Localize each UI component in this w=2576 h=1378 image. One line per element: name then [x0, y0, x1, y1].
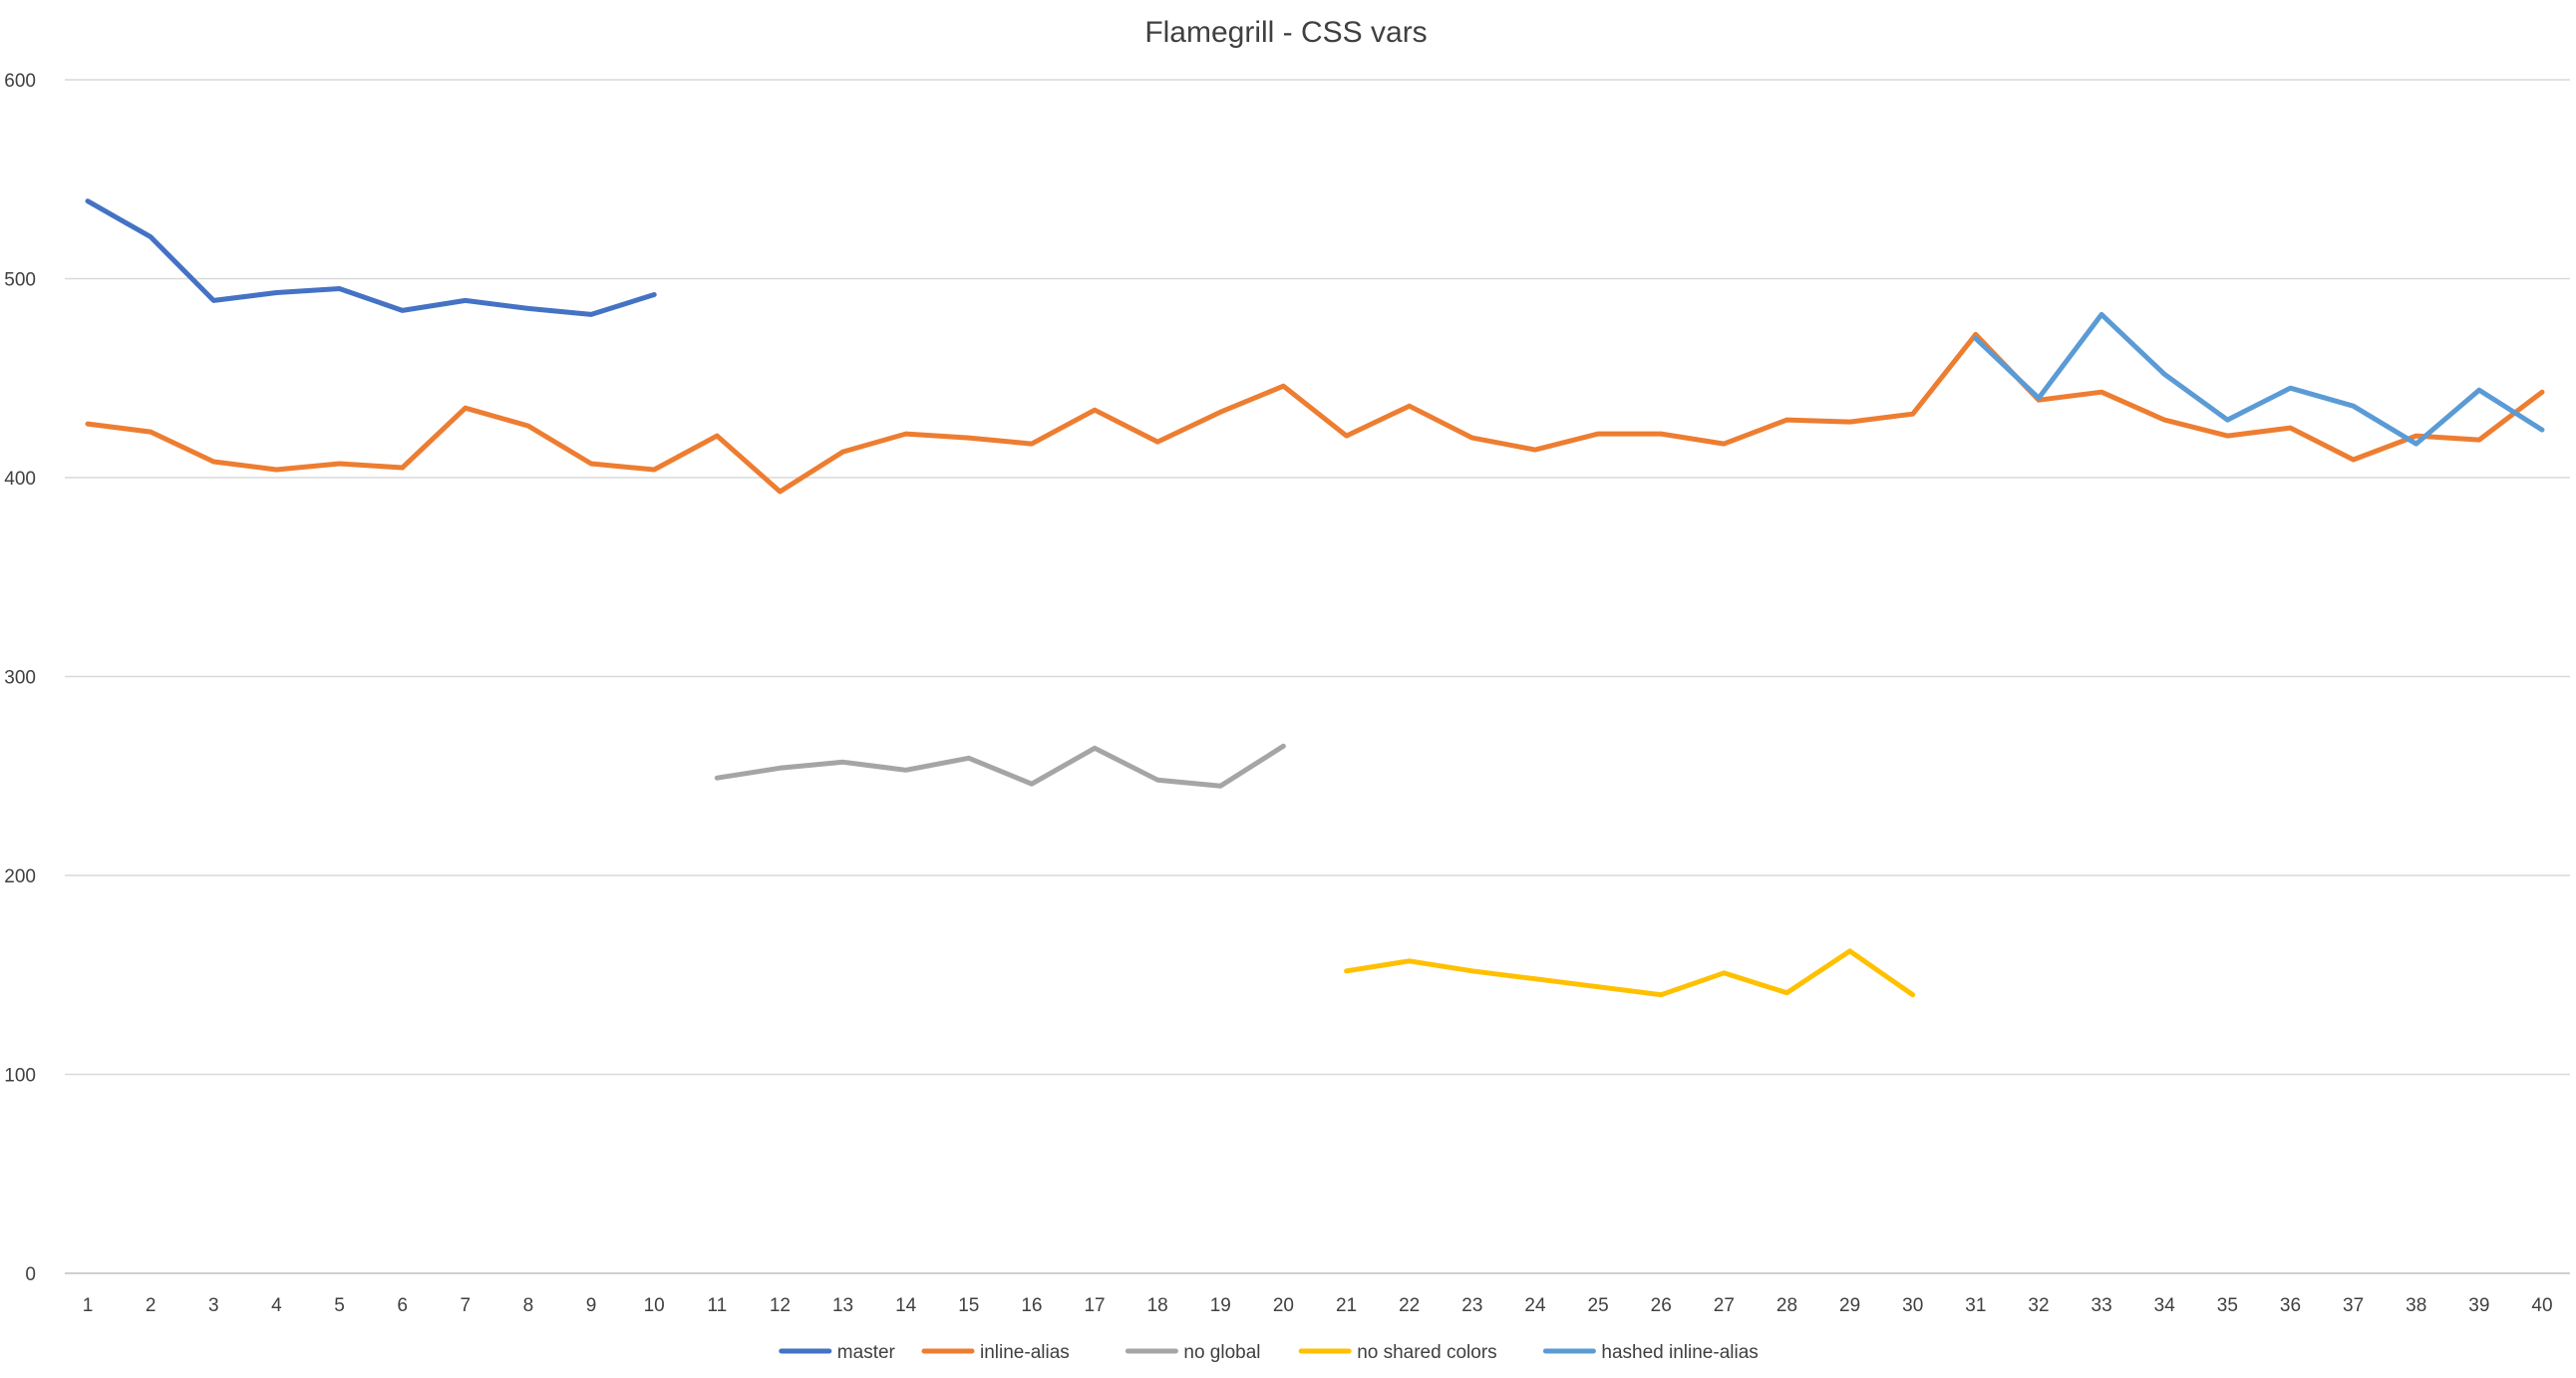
series-line: [714, 743, 1286, 789]
x-tick-label: 20: [1273, 1295, 1294, 1316]
x-tick-label: 40: [2531, 1295, 2552, 1316]
x-tick-label: 1: [83, 1295, 94, 1316]
series-hashed-inline-alias: [1973, 311, 2545, 447]
y-tick-label: 300: [4, 668, 36, 689]
x-tick-label: 36: [2280, 1295, 2301, 1316]
y-tick-label: 400: [4, 469, 36, 490]
y-tick-label: 200: [4, 866, 36, 887]
x-tick-label: 6: [397, 1295, 408, 1316]
legend-label: inline-alias: [980, 1342, 1070, 1363]
x-tick-label: 23: [1461, 1295, 1482, 1316]
legend-item: inline-alias: [921, 1342, 1070, 1363]
x-tick-label: 27: [1714, 1295, 1735, 1316]
gridlines: [65, 79, 2570, 1274]
x-tick-label: 30: [1902, 1295, 1923, 1316]
x-tick-label: 9: [586, 1295, 597, 1316]
x-tick-label: 24: [1524, 1295, 1546, 1316]
y-tick-label: 600: [4, 71, 36, 92]
x-tick-label: 25: [1588, 1295, 1609, 1316]
series-line: [85, 331, 2545, 495]
x-tick-label: 16: [1021, 1295, 1042, 1316]
y-tick-label: 500: [4, 270, 36, 291]
x-tick-label: 33: [2092, 1295, 2112, 1316]
legend-label: master: [837, 1342, 896, 1363]
chart-title: Flamegrill - CSS vars: [1144, 16, 1427, 49]
x-tick-label: 37: [2343, 1295, 2364, 1316]
series-lines: [85, 198, 2545, 998]
x-tick-label: 29: [1839, 1295, 1860, 1316]
x-tick-label: 26: [1651, 1295, 1672, 1316]
series-no-shared-colors: [1344, 948, 1916, 998]
x-tick-label: 34: [2154, 1295, 2176, 1316]
series-line: [1973, 311, 2545, 447]
x-tick-label: 10: [644, 1295, 665, 1316]
x-tick-label: 32: [2028, 1295, 2049, 1316]
x-tick-label: 38: [2406, 1295, 2426, 1316]
series-no-global: [714, 743, 1286, 789]
series-line: [85, 198, 657, 317]
x-tick-label: 31: [1965, 1295, 1986, 1316]
y-tick-label: 0: [25, 1264, 36, 1285]
x-tick-label: 14: [895, 1295, 917, 1316]
x-tick-label: 18: [1147, 1295, 1168, 1316]
x-tick-label: 2: [146, 1295, 157, 1316]
legend-item: master: [779, 1342, 896, 1363]
x-tick-label: 13: [832, 1295, 853, 1316]
x-tick-label: 11: [707, 1295, 727, 1316]
x-tick-label: 19: [1210, 1295, 1231, 1316]
x-tick-label: 28: [1776, 1295, 1797, 1316]
x-tick-label: 39: [2468, 1295, 2489, 1316]
x-tick-label: 7: [460, 1295, 471, 1316]
x-tick-label: 8: [523, 1295, 534, 1316]
x-tick-label: 22: [1399, 1295, 1420, 1316]
x-tick-label: 4: [271, 1295, 282, 1316]
legend-label: hashed inline-alias: [1601, 1342, 1758, 1363]
legend-label: no global: [1183, 1342, 1260, 1363]
legend-label: no shared colors: [1357, 1342, 1496, 1363]
legend: master inline-alias no global no shared col…: [779, 1342, 1759, 1363]
x-tick-label: 35: [2217, 1295, 2238, 1316]
x-tick-label: 5: [334, 1295, 345, 1316]
x-tick-label: 15: [958, 1295, 979, 1316]
legend-item: hashed inline-alias: [1542, 1342, 1759, 1363]
legend-item: no shared colors: [1298, 1342, 1497, 1363]
x-tick-label: 12: [770, 1295, 791, 1316]
x-tick-label: 3: [208, 1295, 219, 1316]
series-inline-alias: [85, 331, 2545, 495]
series-master: [85, 198, 657, 317]
y-tick-label: 100: [4, 1066, 36, 1087]
legend-item: no global: [1125, 1342, 1261, 1363]
series-line: [1344, 948, 1916, 998]
x-tick-label: 21: [1336, 1295, 1357, 1316]
x-tick-label: 17: [1084, 1295, 1105, 1316]
